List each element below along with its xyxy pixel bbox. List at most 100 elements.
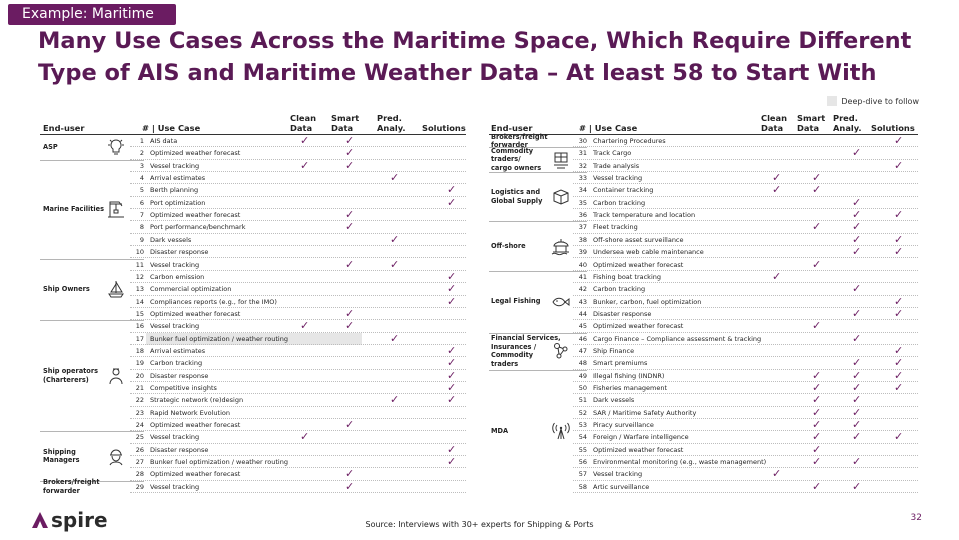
checkmark-icon-smart-data: ✓ [345, 467, 355, 481]
use-case-number: 45 [578, 322, 587, 331]
checkmark-icon-predictive-analytics: ✓ [390, 171, 400, 185]
use-case-number: 30 [578, 137, 587, 145]
end-user-label: Legal Fishing [491, 297, 541, 306]
table-row: 52 SAR / Maritime Safety Authority ✓ ✓ [489, 406, 918, 420]
checkmark-icon-smart-data: ✓ [345, 146, 355, 160]
group-divider [40, 258, 144, 260]
row-divider [573, 479, 918, 481]
checkmark-icon-smart-data: ✓ [345, 208, 355, 222]
group-divider [40, 159, 144, 161]
use-case-number: 48 [578, 359, 587, 368]
use-case-text: Environmental monitoring (e.g., waste ma… [593, 458, 767, 467]
use-case-text: Carbon tracking [593, 198, 646, 207]
use-case-number: 52 [578, 408, 587, 417]
use-case-text: Undersea web cable maintenance [593, 248, 704, 257]
use-case-text: Bunker fuel optimization / weather routi… [150, 458, 288, 467]
checkmark-icon-predictive-analytics: ✓ [852, 393, 862, 407]
use-case-text: Optimized weather forecast [150, 149, 241, 158]
table-row: 9 Dark vessels ✓ [40, 233, 466, 247]
checkmark-icon-smart-data: ✓ [345, 306, 355, 320]
use-case-number: 21 [135, 384, 144, 392]
fish-icon [551, 292, 571, 312]
checkmark-icon-solutions: ✓ [447, 442, 457, 456]
use-case-number: 35 [578, 198, 587, 207]
use-case-text: Vessel tracking [150, 161, 200, 170]
use-case-number: 1 [139, 137, 144, 145]
row-divider [130, 331, 466, 333]
use-case-text: Optimized weather forecast [593, 445, 684, 454]
column-header-solutions: Solutions [422, 123, 466, 133]
checkmark-icon-clean-data: ✓ [772, 183, 782, 197]
checkmark-icon-smart-data: ✓ [812, 430, 822, 444]
use-case-text: SAR / Maritime Safety Authority [593, 408, 697, 417]
source-note: Source: Interviews with 30+ experts for … [365, 520, 594, 529]
use-case-text: Bunker fuel optimization / weather routi… [146, 332, 362, 345]
page-title: Many Use Cases Across the Maritime Space… [38, 28, 912, 86]
row-divider [573, 331, 918, 333]
checkmark-icon-smart-data: ✓ [345, 257, 355, 271]
row-divider [130, 380, 466, 382]
row-divider [573, 356, 918, 358]
use-case-number: 26 [135, 445, 144, 454]
checkmark-icon-solutions: ✓ [894, 430, 904, 444]
column-header-smart: Smart Data [797, 113, 826, 133]
table-row: 37 Fleet tracking ✓ ✓ [489, 220, 918, 234]
use-case-text: Optimized weather forecast [150, 421, 241, 430]
use-case-number: 36 [578, 211, 587, 220]
use-case-number: 50 [578, 384, 587, 392]
checkmark-icon-smart-data: ✓ [345, 319, 355, 333]
checkmark-icon-predictive-analytics: ✓ [852, 331, 862, 345]
checkmark-icon-predictive-analytics: ✓ [390, 393, 400, 407]
legend-label: Deep-dive to follow [841, 96, 919, 106]
row-divider [130, 393, 466, 395]
table-row: 8 Port performance/benchmark ✓ [40, 221, 466, 234]
checkmark-icon-smart-data: ✓ [812, 183, 822, 197]
use-case-number: 18 [135, 346, 144, 355]
row-divider [573, 245, 918, 247]
use-case-text: Container tracking [593, 186, 654, 195]
table-row: 38 Off-shore asset surveillance ✓ ✓ [489, 233, 918, 247]
checkmark-icon-smart-data: ✓ [812, 220, 822, 234]
table-row: 16 Vessel tracking ✓ ✓ [40, 319, 466, 333]
table-row: 44 Disaster response ✓ ✓ [489, 307, 918, 321]
group-divider [40, 320, 144, 322]
column-header-pred: Pred. Analy. [833, 113, 862, 133]
table-row: 5 Berth planning ✓ [40, 184, 466, 197]
use-case-text: Fisheries management [593, 384, 668, 392]
checkmark-icon-predictive-analytics: ✓ [852, 479, 862, 493]
use-case-text: Fishing boat tracking [593, 272, 661, 281]
use-case-text: Arrival estimates [150, 346, 206, 355]
row-divider [573, 368, 918, 370]
checkmark-icon-smart-data: ✓ [345, 158, 355, 172]
table-row: 18 Arrival estimates ✓ [40, 343, 466, 358]
use-case-number: 37 [578, 223, 587, 232]
checkmark-icon-solutions: ✓ [447, 343, 457, 357]
table-row: 22 Strategic network (re)design ✓ ✓ [40, 393, 466, 407]
row-divider [573, 306, 918, 308]
row-divider [573, 269, 918, 271]
table-row: 6 Port optimization ✓ [40, 196, 466, 210]
legend: Deep-dive to follow [827, 96, 919, 106]
use-case-number: 46 [578, 334, 587, 343]
use-case-text: Vessel tracking [593, 174, 643, 183]
use-case-number: 24 [135, 421, 144, 430]
column-header-use-case: # | Use Case [579, 123, 638, 133]
end-user-label: MDA [491, 427, 509, 436]
row-divider [573, 380, 918, 382]
end-user-label: Brokers/freight forwarder [43, 478, 100, 495]
checkmark-icon-predictive-analytics: ✓ [852, 430, 862, 444]
checkmark-icon-solutions: ✓ [447, 269, 457, 283]
table-row: 10 Disaster response [40, 246, 466, 259]
use-case-number: 17 [135, 334, 144, 343]
end-user-label: Off-shore [491, 241, 526, 250]
row-divider [130, 405, 466, 407]
checkmark-icon-predictive-analytics: ✓ [852, 455, 862, 469]
checkmark-icon-smart-data: ✓ [345, 134, 355, 147]
checkmark-icon-clean-data: ✓ [300, 134, 310, 147]
checkmark-icon-clean-data: ✓ [300, 430, 310, 444]
row-divider [130, 195, 466, 197]
table-row: 40 Optimized weather forecast ✓ [489, 258, 918, 271]
row-divider [130, 368, 466, 370]
row-divider [573, 183, 918, 185]
checkmark-icon-solutions: ✓ [447, 381, 457, 394]
